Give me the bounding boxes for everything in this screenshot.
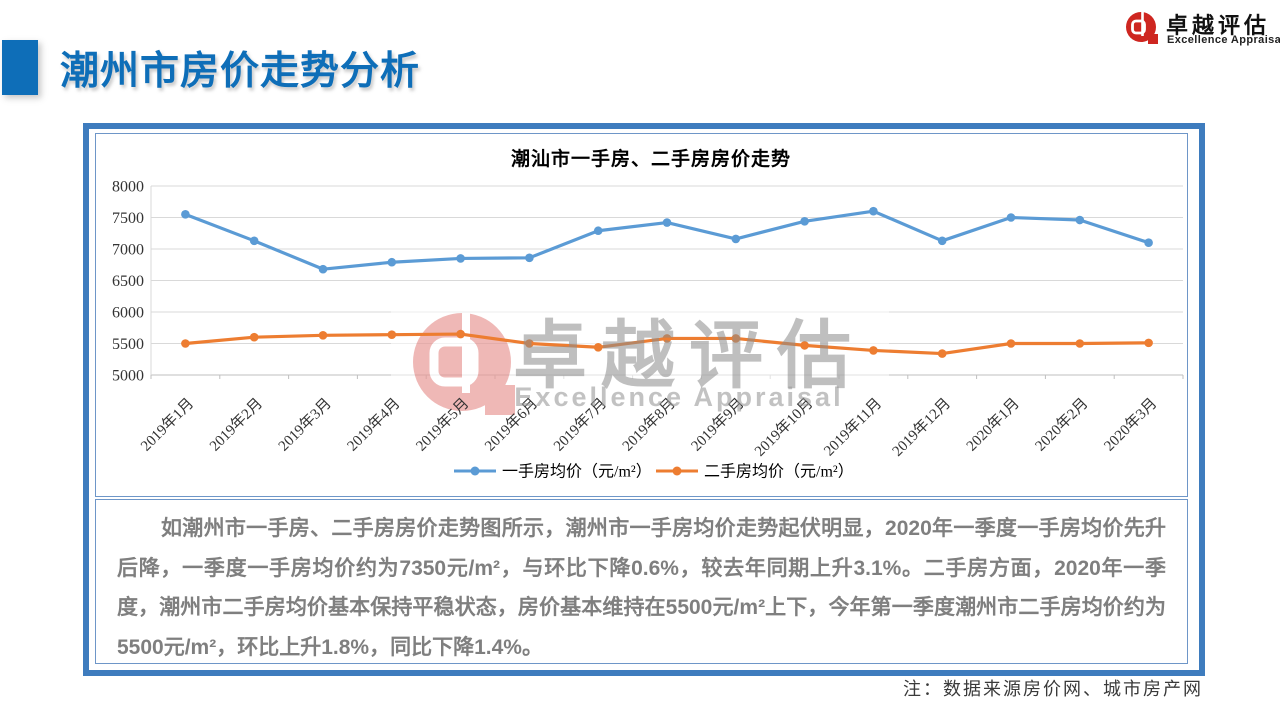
- x-axis-label: 2019年2月: [206, 395, 266, 455]
- data-point: [387, 330, 397, 339]
- watermark-logo-icon: [413, 313, 515, 415]
- x-axis-label: 2020年1月: [963, 395, 1023, 455]
- y-axis-label: 8000: [112, 179, 144, 196]
- legend-item: 一手房均价（元/m²）: [454, 463, 652, 481]
- data-point: [869, 346, 878, 355]
- data-point: [456, 254, 465, 263]
- data-point: [249, 236, 259, 246]
- y-axis-label: 5500: [112, 336, 144, 353]
- y-axis-label: 6500: [112, 273, 144, 290]
- chart-panel: 5000 5500 6000 6500 7000 7500 8000 2019年1月 2019年…: [95, 133, 1188, 497]
- legend-label: 一手房均价（元/m²）: [502, 463, 652, 481]
- data-point: [800, 341, 809, 350]
- data-point: [731, 334, 741, 343]
- x-axis-label: 2019年3月: [275, 395, 335, 455]
- data-point: [181, 210, 190, 219]
- analysis-text: 如潮州市一手房、二手房房价走势图所示，潮州市一手房均价走势起伏明显，2020年一…: [117, 517, 1166, 659]
- watermark-en-text: Excellence Appraisal: [514, 382, 843, 412]
- data-point: [525, 253, 534, 263]
- data-point: [1144, 338, 1153, 348]
- y-axis-label: 5000: [112, 368, 144, 385]
- data-point: [387, 257, 397, 267]
- price-trend-chart: 5000 5500 6000 6500 7000 7500 8000 2019年1月 2019年…: [96, 134, 1187, 496]
- data-point: [593, 226, 603, 236]
- data-point: [249, 332, 259, 342]
- data-point: [1144, 238, 1153, 247]
- legend-label: 二手房均价（元/m²）: [704, 463, 854, 481]
- data-point: [869, 206, 878, 216]
- data-point: [731, 234, 741, 244]
- page-title: 潮州市房价走势分析: [60, 50, 421, 93]
- data-point: [662, 218, 672, 227]
- data-point: [1075, 339, 1085, 348]
- data-point: [318, 264, 328, 274]
- content-frame: 5000 5500 6000 6500 7000 7500 8000 2019年1月 2019年…: [83, 123, 1205, 676]
- data-source-note: 注：数据来源房价网、城市房产网: [903, 679, 1203, 699]
- legend-marker: [470, 466, 480, 476]
- logo-en-text: Excellence Appraisal: [1167, 34, 1280, 46]
- data-point: [937, 349, 947, 358]
- data-point: [1006, 213, 1016, 222]
- data-point: [662, 334, 672, 343]
- data-point: [593, 342, 603, 352]
- excellence-appraisal-logo-icon: [1126, 12, 1158, 44]
- logo-cn-text: 卓越评估: [1166, 13, 1271, 38]
- legend-marker: [672, 466, 682, 476]
- analysis-panel: 如潮州市一手房、二手房房价走势图所示，潮州市一手房均价走势起伏明显，2020年一…: [95, 499, 1188, 664]
- watermark-backdrop: [391, 289, 889, 433]
- data-point: [181, 339, 190, 348]
- chart-title: 潮汕市一手房、二手房房价走势: [511, 147, 791, 170]
- data-point: [1075, 215, 1085, 225]
- x-axis-label: 2020年3月: [1101, 395, 1161, 455]
- y-axis-label: 6000: [112, 305, 144, 322]
- title-accent-square: [2, 40, 38, 95]
- x-axis-label: 2019年12月: [889, 395, 954, 460]
- watermark-cn-text: 卓越评估: [513, 316, 865, 398]
- y-axis-label: 7500: [112, 210, 144, 227]
- data-point: [1006, 339, 1016, 348]
- y-axis-label: 7000: [112, 242, 144, 259]
- data-point: [456, 329, 465, 339]
- x-axis-label: 2019年1月: [137, 395, 197, 455]
- legend-item: 二手房均价（元/m²）: [656, 463, 854, 481]
- data-point: [800, 216, 809, 226]
- x-axis-label: 2020年2月: [1032, 395, 1092, 455]
- data-point: [525, 339, 534, 348]
- company-logo: 卓越评估 Excellence Appraisal: [1124, 6, 1280, 52]
- data-point: [318, 331, 328, 340]
- data-point: [937, 236, 947, 246]
